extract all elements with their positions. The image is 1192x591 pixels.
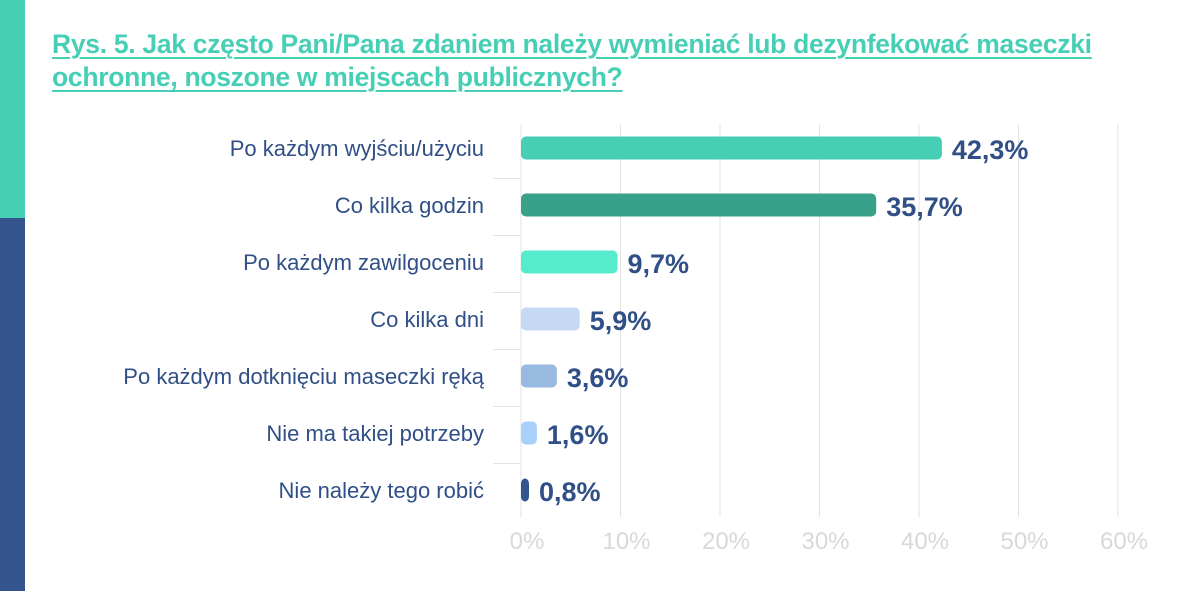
category-label: Po każdym zawilgoceniu bbox=[243, 250, 484, 275]
category-label: Co kilka godzin bbox=[335, 193, 484, 218]
x-tick-label: 0% bbox=[510, 528, 545, 555]
category-label: Po każdym wyjściu/użyciu bbox=[230, 136, 484, 161]
category-label: Nie należy tego robić bbox=[279, 478, 484, 503]
data-label: 42,3% bbox=[952, 135, 1029, 165]
bar bbox=[521, 478, 529, 502]
chart-title: Rys. 5. Jak często Pani/Pana zdaniem nal… bbox=[52, 28, 1132, 94]
data-label: 9,7% bbox=[628, 249, 690, 279]
bar bbox=[521, 421, 537, 445]
category-label: Co kilka dni bbox=[370, 307, 484, 332]
category-label: Nie ma takiej potrzeby bbox=[266, 421, 484, 446]
x-tick-label: 30% bbox=[801, 528, 849, 555]
bar bbox=[521, 193, 877, 217]
x-tick-label: 20% bbox=[702, 528, 750, 555]
data-label: 1,6% bbox=[547, 420, 609, 450]
bar bbox=[521, 364, 557, 388]
data-label: 3,6% bbox=[567, 363, 629, 393]
accent-stripe-teal bbox=[0, 0, 25, 218]
x-tick-label: 40% bbox=[901, 528, 949, 555]
accent-stripe-navy bbox=[0, 218, 25, 591]
bar bbox=[521, 307, 580, 331]
data-label: 0,8% bbox=[539, 477, 601, 507]
data-label: 5,9% bbox=[590, 306, 652, 336]
bar bbox=[521, 250, 618, 274]
data-label: 35,7% bbox=[886, 192, 963, 222]
x-tick-label: 50% bbox=[1000, 528, 1048, 555]
category-label: Po każdym dotknięciu maseczki ręką bbox=[123, 364, 484, 389]
bar bbox=[521, 136, 942, 160]
chart-title-text: Rys. 5. Jak często Pani/Pana zdaniem nal… bbox=[52, 29, 1092, 92]
x-tick-label: 10% bbox=[602, 528, 650, 555]
x-tick-label: 60% bbox=[1100, 528, 1148, 555]
